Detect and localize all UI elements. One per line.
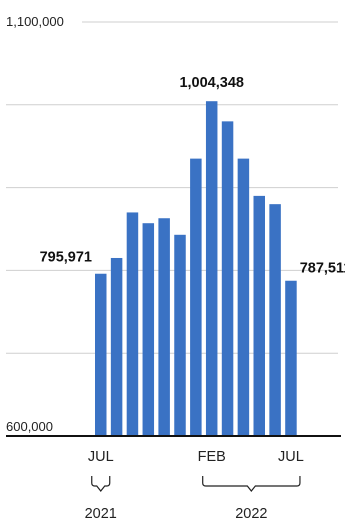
month-label: JUL <box>88 449 114 465</box>
bar <box>285 280 297 436</box>
data-label: 787,511 <box>300 261 345 277</box>
bar <box>237 158 250 436</box>
year-label: 2022 <box>235 506 267 522</box>
x-axis-labels: JUL FEB JUL 2021 2022 <box>85 449 304 522</box>
year-bracket <box>202 476 301 492</box>
data-labels: 795,971 1,004,348 787,511 <box>40 75 345 277</box>
y-tick-label: 600,000 <box>6 419 53 434</box>
bar <box>110 257 123 436</box>
bar <box>126 212 139 436</box>
y-tick-labels: 600,000 1,100,000 <box>6 14 64 434</box>
year-label: 2021 <box>85 506 117 522</box>
bar <box>269 204 281 436</box>
bar <box>174 234 186 436</box>
data-label: 795,971 <box>40 250 92 266</box>
gridlines <box>6 21 338 354</box>
bar <box>142 223 155 436</box>
data-label: 1,004,348 <box>179 75 244 91</box>
month-label: JUL <box>278 449 304 465</box>
year-bracket <box>91 476 111 492</box>
bar <box>221 121 234 437</box>
bars <box>95 101 297 437</box>
bar <box>253 195 265 436</box>
bar <box>158 218 170 436</box>
bar <box>95 273 107 436</box>
bar <box>190 158 202 436</box>
bar <box>205 101 218 436</box>
y-tick-label: 1,100,000 <box>6 14 64 29</box>
month-label: FEB <box>198 449 226 465</box>
